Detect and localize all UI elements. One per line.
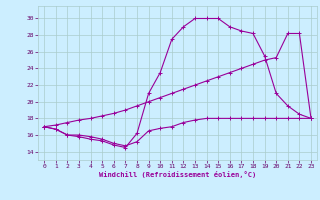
X-axis label: Windchill (Refroidissement éolien,°C): Windchill (Refroidissement éolien,°C) bbox=[99, 171, 256, 178]
